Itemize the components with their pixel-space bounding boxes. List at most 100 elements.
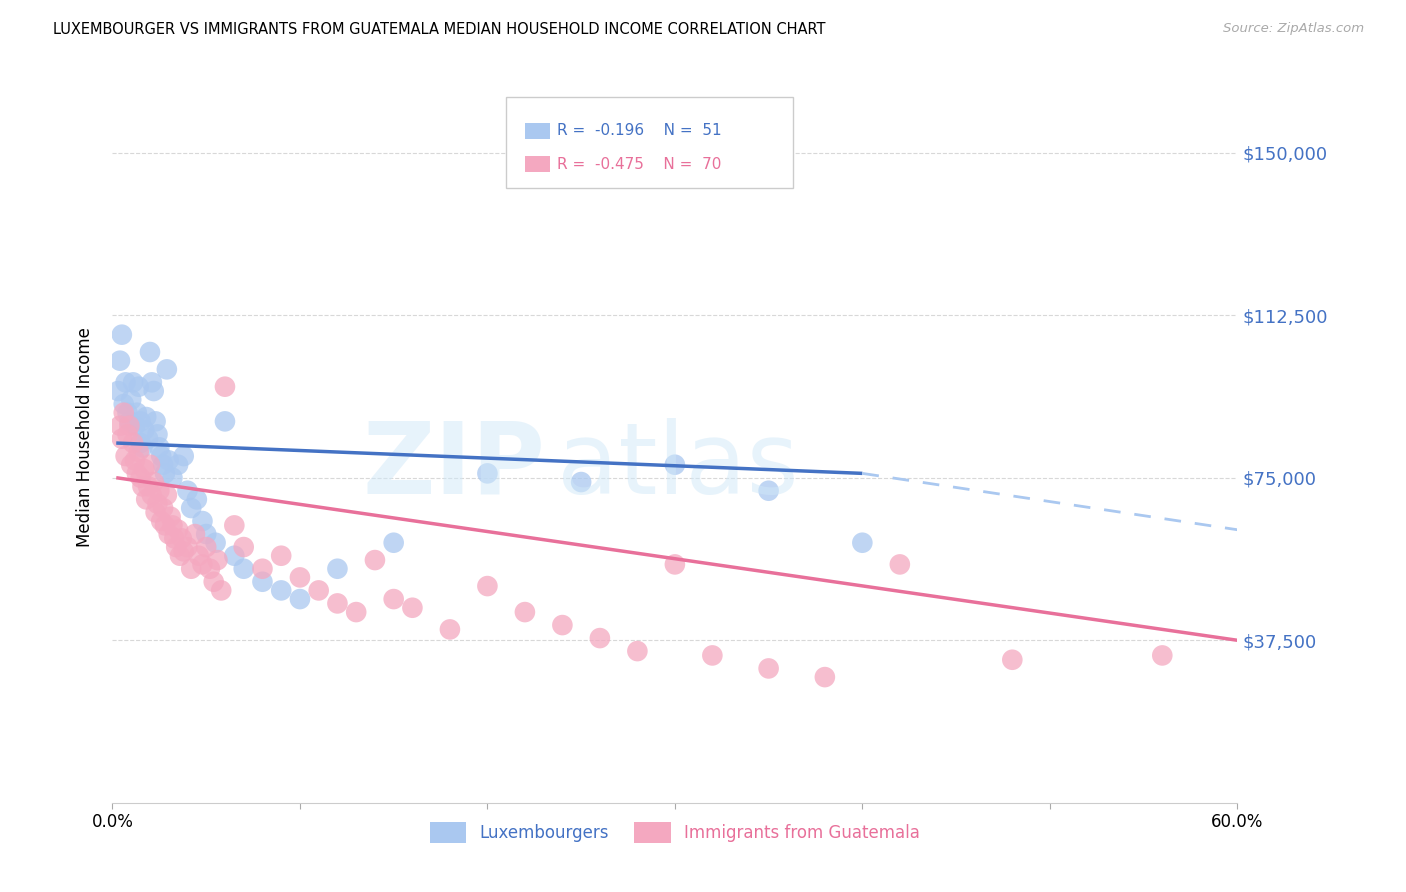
Point	[136, 479, 159, 493]
Point	[513, 605, 536, 619]
Point	[111, 432, 134, 446]
Point	[1152, 648, 1174, 663]
Point	[131, 479, 153, 493]
Point	[439, 623, 461, 637]
Point	[165, 540, 187, 554]
Point	[134, 462, 156, 476]
Point	[204, 535, 226, 549]
Point	[150, 449, 173, 463]
Point	[758, 483, 780, 498]
Point	[224, 518, 246, 533]
Point	[159, 509, 181, 524]
Point	[477, 579, 499, 593]
Point	[214, 380, 236, 394]
Point	[153, 518, 176, 533]
Point	[180, 501, 202, 516]
Point	[270, 583, 292, 598]
Point	[167, 458, 190, 472]
Point	[176, 483, 198, 498]
Point	[180, 562, 202, 576]
Point	[124, 418, 146, 433]
Point	[112, 406, 135, 420]
Point	[139, 458, 162, 472]
Point	[111, 327, 134, 342]
Point	[382, 592, 405, 607]
Point	[382, 535, 405, 549]
Point	[128, 380, 150, 394]
Point	[145, 505, 167, 519]
Text: atlas: atlas	[557, 417, 799, 515]
Point	[401, 600, 423, 615]
Point	[141, 376, 163, 390]
Point	[125, 406, 148, 420]
Point	[191, 514, 214, 528]
Point	[118, 418, 141, 433]
Text: ZIP: ZIP	[363, 417, 546, 515]
Point	[129, 471, 152, 485]
Point	[224, 549, 246, 563]
Point	[191, 558, 214, 572]
Point	[232, 540, 254, 554]
Point	[202, 574, 225, 589]
Point	[664, 458, 686, 472]
Point	[186, 492, 208, 507]
Point	[1001, 653, 1024, 667]
Point	[184, 527, 207, 541]
Point	[198, 562, 221, 576]
Point	[814, 670, 837, 684]
FancyBboxPatch shape	[506, 97, 793, 188]
Point	[344, 605, 367, 619]
Point	[157, 527, 180, 541]
Point	[889, 558, 911, 572]
Point	[152, 458, 174, 472]
Y-axis label: Median Household Income: Median Household Income	[76, 327, 94, 547]
Point	[152, 501, 174, 516]
Point	[107, 384, 129, 398]
Text: R =  -0.196    N =  51: R = -0.196 N = 51	[557, 123, 721, 138]
Point	[114, 376, 136, 390]
Point	[157, 453, 180, 467]
Point	[195, 527, 218, 541]
Point	[167, 523, 190, 537]
Point	[148, 483, 170, 498]
Point	[156, 488, 179, 502]
Point	[270, 549, 292, 563]
Point	[112, 397, 135, 411]
Point	[162, 471, 184, 485]
Point	[139, 345, 162, 359]
Point	[120, 392, 142, 407]
Point	[134, 423, 156, 437]
Point	[136, 432, 159, 446]
Point	[146, 497, 169, 511]
Point	[626, 644, 648, 658]
Point	[589, 631, 612, 645]
Point	[569, 475, 592, 489]
Point	[207, 553, 229, 567]
FancyBboxPatch shape	[526, 156, 550, 172]
Point	[131, 441, 153, 455]
Point	[118, 414, 141, 428]
Point	[308, 583, 330, 598]
Point	[153, 467, 176, 481]
Point	[209, 583, 232, 598]
Legend: Luxembourgers, Immigrants from Guatemala: Luxembourgers, Immigrants from Guatemala	[423, 815, 927, 849]
Point	[252, 562, 274, 576]
Point	[129, 436, 152, 450]
Point	[702, 648, 724, 663]
Point	[214, 414, 236, 428]
Point	[145, 414, 167, 428]
Point	[170, 532, 193, 546]
Text: LUXEMBOURGER VS IMMIGRANTS FROM GUATEMALA MEDIAN HOUSEHOLD INCOME CORRELATION CH: LUXEMBOURGER VS IMMIGRANTS FROM GUATEMAL…	[53, 22, 825, 37]
Point	[128, 444, 150, 458]
Point	[851, 535, 873, 549]
Point	[288, 570, 311, 584]
Text: R =  -0.475    N =  70: R = -0.475 N = 70	[557, 157, 721, 172]
Text: Source: ZipAtlas.com: Source: ZipAtlas.com	[1223, 22, 1364, 36]
Point	[477, 467, 499, 481]
Point	[664, 558, 686, 572]
Point	[125, 467, 148, 481]
Point	[117, 406, 139, 420]
Point	[129, 414, 152, 428]
FancyBboxPatch shape	[526, 123, 550, 139]
Point	[326, 596, 349, 610]
